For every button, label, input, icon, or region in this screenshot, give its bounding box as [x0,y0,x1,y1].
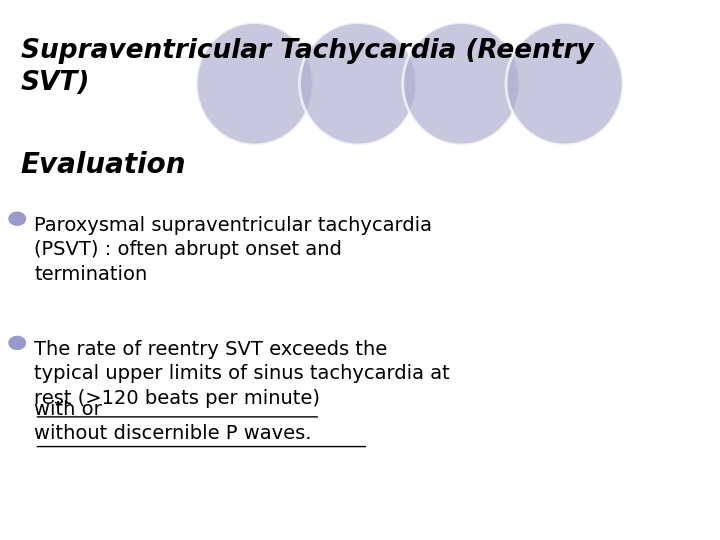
Ellipse shape [300,23,417,145]
Ellipse shape [402,23,520,145]
Text: Evaluation: Evaluation [21,151,186,179]
Text: Supraventricular Tachycardia (Reentry
SVT): Supraventricular Tachycardia (Reentry SV… [21,38,593,96]
Text: Paroxysmal supraventricular tachycardia
(PSVT) : often abrupt onset and
terminat: Paroxysmal supraventricular tachycardia … [35,216,433,284]
Circle shape [9,336,25,349]
Ellipse shape [197,23,313,145]
Text: The rate of reentry SVT exceeds the
typical upper limits of sinus tachycardia at: The rate of reentry SVT exceeds the typi… [35,340,450,408]
Ellipse shape [506,23,623,145]
Circle shape [9,212,25,225]
Text: with or
without discernible P waves.: with or without discernible P waves. [35,400,312,443]
